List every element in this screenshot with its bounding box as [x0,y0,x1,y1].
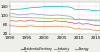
Legend: Residential/tertiary, Transport, Industry, Agriculture, Energy: Residential/tertiary, Transport, Industr… [20,47,89,52]
